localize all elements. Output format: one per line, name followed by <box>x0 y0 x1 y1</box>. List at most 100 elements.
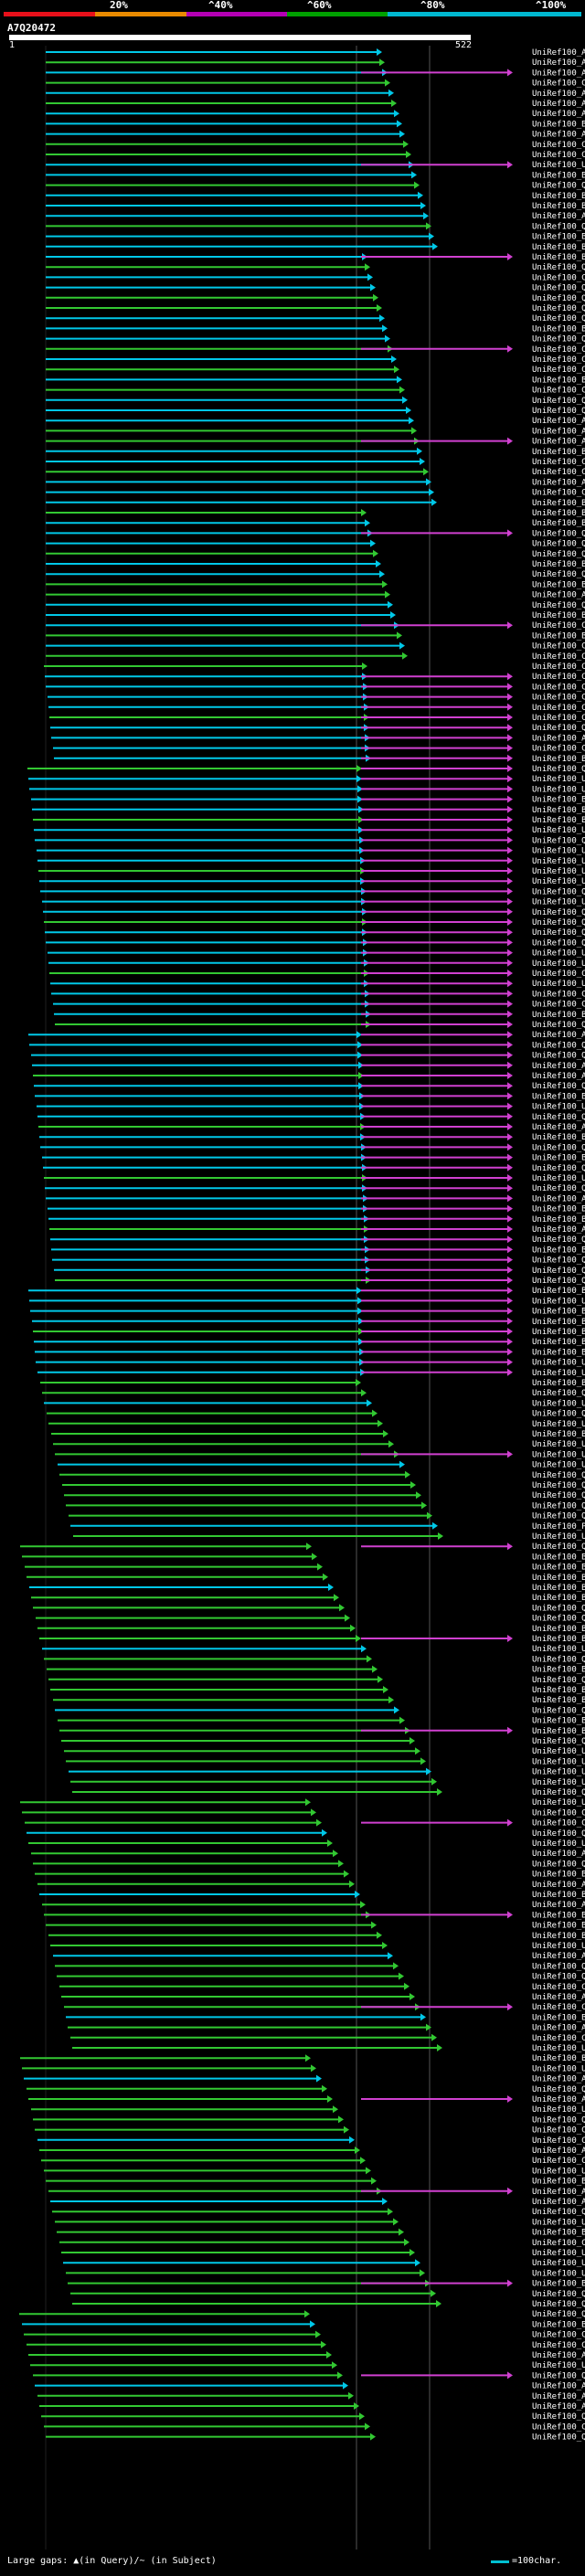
hit-label[interactable]: UniRef100_A9PE19 <box>532 478 585 487</box>
hit-label[interactable]: UniRef100_UPI000... <box>532 857 585 866</box>
hit-label[interactable]: UniRef100_A8QAW8 <box>532 1225 585 1235</box>
hit-label[interactable]: UniRef100_Q8H619 <box>532 304 585 313</box>
hit-label[interactable]: UniRef100_UPI000... <box>532 1768 585 1777</box>
hit-label[interactable]: UniRef100_Q6NMR2 <box>532 294 585 303</box>
hit-label[interactable]: UniRef100_C1EIS1 <box>532 621 585 631</box>
hit-label[interactable]: UniRef100_B4U0I1 <box>532 1635 585 1644</box>
hit-label[interactable]: UniRef100_C1FHZ8 <box>532 2126 585 2136</box>
hit-label[interactable]: UniRef100_C1MVX8 <box>532 141 585 150</box>
hit-label[interactable]: UniRef100_Q8LPH4 <box>532 529 585 538</box>
hit-label[interactable]: UniRef100_C5LPF0 <box>532 2331 585 2340</box>
hit-label[interactable]: UniRef100_B6SJ57 <box>532 560 585 569</box>
hit-label[interactable]: UniRef100_UPI000... <box>532 959 585 969</box>
hit-label[interactable]: UniRef100_B6QH63 <box>532 1871 585 1880</box>
hit-label[interactable]: UniRef100_B5DI09 <box>532 1338 585 1347</box>
hit-label[interactable]: UniRef100_B3RLP5 <box>532 1430 585 1439</box>
hit-label[interactable]: UniRef100_C1C1S2 <box>532 704 585 713</box>
hit-label[interactable]: UniRef100_Q6A1N2 <box>532 2412 585 2422</box>
hit-label[interactable]: UniRef100_UPI000... <box>532 1297 585 1306</box>
hit-label[interactable]: UniRef100_UPI000... <box>532 161 585 170</box>
hit-label[interactable]: UniRef100_Q9SMW7 <box>532 601 585 610</box>
hit-label[interactable]: UniRef100_A6R6B1 <box>532 1993 585 2002</box>
hit-label[interactable]: UniRef100_A0QN86 <box>532 2392 585 2401</box>
hit-label[interactable]: UniRef100_Q85IY9 <box>532 314 585 323</box>
hit-label[interactable]: UniRef100_C1BXR2 <box>532 663 585 672</box>
hit-label[interactable]: UniRef100_A6FT04 <box>532 2351 585 2360</box>
hit-label[interactable]: UniRef100_A9P922 <box>532 427 585 436</box>
hit-label[interactable]: UniRef100_UPI000... <box>532 2105 585 2115</box>
hit-label[interactable]: UniRef100_B9B158 <box>532 611 585 620</box>
hit-label[interactable]: UniRef100_B9S2Z3 <box>532 806 585 815</box>
hit-label[interactable]: UniRef100_C3SSS7 <box>532 2422 585 2432</box>
hit-label[interactable]: UniRef100_C1C4Z3 <box>532 990 585 999</box>
hit-label[interactable]: UniRef100_A9TXI8 <box>532 69 585 78</box>
hit-label[interactable]: UniRef100_C1C4B7 <box>532 1001 585 1010</box>
hit-label[interactable]: UniRef100_Q8H7V1 <box>532 397 585 406</box>
hit-label[interactable]: UniRef100_Q2MHX9 <box>532 2300 585 2309</box>
hit-label[interactable]: UniRef100_A4ESX5 <box>532 1123 585 1132</box>
hit-label[interactable]: UniRef100_Q9PQU9 <box>532 1267 585 1276</box>
hit-label[interactable]: UniRef100_Q28IY1 <box>532 1471 585 1480</box>
hit-label[interactable]: UniRef100_B2W9H7 <box>532 1911 585 1920</box>
hit-label[interactable]: UniRef100_UPI000... <box>532 2167 585 2176</box>
hit-label[interactable]: UniRef100_Q06ZN7 <box>532 1491 585 1500</box>
hit-label[interactable]: UniRef100_Q2SLY8 <box>532 1143 585 1152</box>
hit-label[interactable]: UniRef100_Q9I0L5 <box>532 1184 585 1193</box>
hit-label[interactable]: UniRef100_Q5ZJK2 <box>532 918 585 928</box>
hit-label[interactable]: UniRef100_Q78IG7 <box>532 908 585 917</box>
hit-label[interactable]: UniRef100_A9P5P6 <box>532 131 585 140</box>
hit-label[interactable]: UniRef100_B9H311 <box>532 580 585 589</box>
hit-label[interactable]: UniRef100_Q8GSP3 <box>532 1113 585 1122</box>
hit-label[interactable]: UniRef100_Q2G9S0 <box>532 1676 585 1685</box>
hit-label[interactable]: UniRef100_UPI000... <box>532 1440 585 1449</box>
hit-label[interactable]: UniRef100_UPI000... <box>532 949 585 959</box>
hit-label[interactable]: UniRef100_UPI000... <box>532 2249 585 2258</box>
hit-label[interactable]: UniRef100_C0S9U4 <box>532 2003 585 2012</box>
hit-label[interactable]: UniRef100_C4WHU7 <box>532 2034 585 2043</box>
hit-label[interactable]: UniRef100_UPI000... <box>532 1645 585 1654</box>
hit-label[interactable]: UniRef100_Q6PC91 <box>532 887 585 896</box>
hit-label[interactable]: UniRef100_C5NVU8 <box>532 2341 585 2350</box>
hit-label[interactable]: UniRef100_A0QEQ0 <box>532 2382 585 2391</box>
hit-label[interactable]: UniRef100_B0RBL1 <box>532 1932 585 1941</box>
hit-label[interactable]: UniRef100_Q6QMY3 <box>532 1655 585 1664</box>
hit-label[interactable]: UniRef100_Q6IF38 <box>532 2208 585 2217</box>
hit-label[interactable]: UniRef100_Q5YE76 <box>532 1256 585 1266</box>
hit-label[interactable]: UniRef100_UPI000... <box>532 898 585 907</box>
hit-label[interactable]: UniRef100_Q4S2D3 <box>532 1041 585 1050</box>
hit-label[interactable]: UniRef100_Q2KIY7 <box>532 1021 585 1030</box>
hit-label[interactable]: UniRef100_B4KZP2 <box>532 1215 585 1224</box>
hit-label[interactable]: UniRef100_Q1D9W5 <box>532 2433 585 2443</box>
hit-label[interactable]: UniRef100_B6TMU1 <box>532 509 585 518</box>
hit-label[interactable]: UniRef100_Q4ALF3 <box>532 1052 585 1061</box>
hit-label[interactable]: UniRef100_C5WYC3 <box>532 273 585 282</box>
hit-label[interactable]: UniRef100_C4PVF6 <box>532 1983 585 1992</box>
hit-label[interactable]: UniRef100_UPI000... <box>532 1174 585 1183</box>
hit-label[interactable]: UniRef100_UPI000... <box>532 1359 585 1368</box>
hit-label[interactable]: UniRef100_A4PSY9 <box>532 2075 585 2084</box>
hit-label[interactable]: UniRef100_A2X8M1 <box>532 438 585 447</box>
hit-label[interactable]: UniRef100_B7PGD4 <box>532 631 585 641</box>
hit-label[interactable]: UniRef100_Q6Q2S7 <box>532 1164 585 1173</box>
hit-label[interactable]: UniRef100_Q29G19 <box>532 570 585 579</box>
hit-label[interactable]: UniRef100_Q8LNW1 <box>532 284 585 293</box>
hit-label[interactable]: UniRef100_B4NXR4 <box>532 1318 585 1327</box>
hit-label[interactable]: UniRef100_A8NX87 <box>532 1850 585 1859</box>
hit-label[interactable]: UniRef100_Q9U9Q7 <box>532 1604 585 1613</box>
hit-label[interactable]: UniRef100_Q5U3V8 <box>532 1481 585 1490</box>
hit-label[interactable]: UniRef100_B4F1E5 <box>532 233 585 242</box>
hit-label[interactable]: UniRef100_A4RC23 <box>532 2147 585 2156</box>
hit-label[interactable]: UniRef100_UPI000... <box>532 1747 585 1756</box>
hit-label[interactable]: UniRef100_A9TED2 <box>532 58 585 68</box>
hit-label[interactable]: UniRef100_Q73UZ4 <box>532 2310 585 2319</box>
hit-label[interactable]: UniRef100_UPI000... <box>532 826 585 835</box>
hit-label[interactable]: UniRef100_Q10H18 <box>532 1410 585 1419</box>
hit-label[interactable]: UniRef100_UPI000... <box>532 1369 585 1378</box>
hit-label[interactable]: UniRef100_B4ICY8 <box>532 1717 585 1726</box>
hit-label[interactable]: UniRef100_B3MD44 <box>532 1696 585 1705</box>
hit-label[interactable]: UniRef100_UPI000... <box>532 2218 585 2227</box>
hit-label[interactable]: UniRef100_B4FFP6 <box>532 376 585 385</box>
hit-label[interactable]: UniRef100_C1GCD6 <box>532 1808 585 1818</box>
hit-label[interactable]: UniRef100_UPI000... <box>532 867 585 876</box>
hit-label[interactable]: UniRef100_A6JEX6 <box>532 48 585 58</box>
